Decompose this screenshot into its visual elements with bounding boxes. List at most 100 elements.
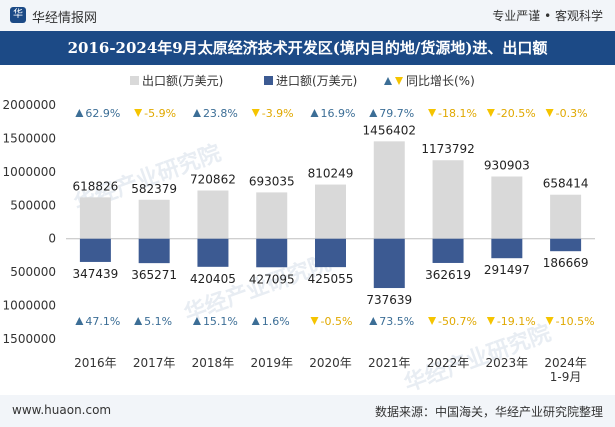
import-bar (197, 238, 229, 267)
export-value-label: 693035 (249, 174, 295, 188)
import-growth-label: -19.1% (497, 315, 536, 328)
x-tick-label: 2020年 (309, 356, 352, 370)
import-growth-label: -10.5% (556, 315, 595, 328)
export-value-label: 1456402 (363, 123, 416, 137)
export-bar (79, 197, 111, 239)
export-bar (197, 190, 229, 239)
growth-up-triangle-icon (134, 317, 143, 325)
growth-up-triangle-icon (75, 109, 84, 117)
import-value-label: 291497 (484, 263, 530, 277)
growth-down-triangle-icon (134, 109, 143, 117)
x-axis: 2016年 2017年 2018年 2019年 2020年 2021年 2022年 2023年… (74, 356, 587, 384)
y-tick-label: 500000 (10, 265, 56, 279)
growth-up-triangle-icon (192, 109, 201, 117)
import-value-label: 420405 (190, 272, 236, 286)
import-value-label: 365271 (131, 268, 177, 282)
title-bar: 2016-2024年9月太原经济技术开发区(境内目的地/货源地)进、出口额 (0, 31, 615, 65)
top-bar: 华 华经情报网 专业严谨 • 客观科学 (0, 0, 615, 31)
x-tick-label: 2017年 (133, 356, 176, 370)
slogan: 专业严谨 • 客观科学 (492, 9, 603, 23)
export-bar (138, 199, 170, 239)
export-bar (491, 176, 523, 239)
chart-title: 2016-2024年9月太原经济技术开发区(境内目的地/货源地)进、出口额 (67, 39, 548, 57)
import-bar (138, 238, 170, 264)
y-tick-label: 1000000 (3, 165, 56, 179)
export-growth-label: 62.9% (85, 107, 120, 120)
x-tick-label: 2023年 (486, 356, 529, 370)
footer-bar: www.huaon.com 数据来源：中国海关，华经产业研究院整理 (0, 395, 615, 427)
growth-layer: 62.9% 47.1% -5.9% 5.1% 23.8% 15.1% -3.9% 1.6% 16… (75, 107, 595, 328)
import-value-label: 347439 (72, 267, 118, 281)
data-source: 数据来源：中国海关，华经产业研究院整理 (374, 405, 603, 419)
export-value-label: 658414 (543, 177, 589, 191)
brand-name: 华经情报网 (32, 11, 98, 26)
x-tick-label: 2018年 (192, 356, 235, 370)
growth-down-triangle-icon (310, 317, 319, 325)
watermark-text: 华经产业研究院 (401, 320, 555, 395)
export-growth-label: -0.3% (556, 107, 588, 120)
growth-up-triangle-icon (251, 317, 260, 325)
x-tick-label: 2016年 (74, 356, 117, 370)
x-tick-label: 2021年 (368, 356, 411, 370)
legend-down-triangle-icon (395, 77, 403, 85)
export-bar (315, 184, 346, 239)
growth-up-triangle-icon (369, 109, 378, 117)
export-growth-label: 79.7% (379, 107, 414, 120)
bars-layer (79, 141, 582, 289)
export-bar (550, 194, 582, 239)
import-value-label: 186669 (543, 256, 589, 270)
export-bar (432, 160, 464, 239)
legend-export-swatch (130, 76, 139, 85)
import-value-label: 427095 (249, 272, 295, 286)
import-growth-label: 15.1% (203, 315, 238, 328)
import-growth-label: -0.5% (321, 315, 353, 328)
growth-down-triangle-icon (486, 109, 495, 117)
export-growth-label: 23.8% (203, 107, 238, 120)
growth-down-triangle-icon (251, 109, 260, 117)
legend-import-label: 进口额(万美元) (276, 74, 357, 88)
import-growth-label: 1.6% (262, 315, 290, 328)
import-bar (491, 238, 523, 259)
import-growth-label: 5.1% (144, 315, 172, 328)
y-tick-label: 1000000 (3, 299, 56, 313)
export-growth-label: -3.9% (262, 107, 294, 120)
growth-down-triangle-icon (428, 109, 437, 117)
legend-export-label: 出口额(万美元) (142, 74, 223, 88)
brand-logo-icon: 华 (10, 7, 26, 23)
growth-up-triangle-icon (75, 317, 84, 325)
export-bar (256, 192, 288, 239)
import-growth-label: 73.5% (379, 315, 414, 328)
export-value-label: 618826 (72, 179, 118, 193)
export-value-label: 720862 (190, 173, 236, 187)
export-value-label: 1173792 (421, 142, 474, 156)
growth-up-triangle-icon (310, 109, 319, 117)
x-tick-label: 1-9月 (550, 370, 582, 384)
y-tick-label: 1500000 (3, 332, 56, 346)
import-value-label: 425055 (308, 272, 354, 286)
website-link[interactable]: www.huaon.com (12, 403, 112, 417)
growth-down-triangle-icon (428, 317, 437, 325)
import-bar (432, 238, 464, 263)
export-value-label: 582379 (131, 182, 177, 196)
x-tick-label: 2024年 (544, 356, 587, 370)
import-bar (79, 238, 111, 262)
export-bar (373, 141, 405, 239)
growth-down-triangle-icon (545, 317, 554, 325)
growth-down-triangle-icon (545, 109, 554, 117)
legend: 出口额(万美元) 进口额(万美元) 同比增长(%) (130, 74, 475, 88)
export-growth-label: -20.5% (497, 107, 536, 120)
y-tick-label: 1500000 (3, 131, 56, 145)
legend-growth-label: 同比增长(%) (406, 74, 475, 88)
y-tick-label: 2000000 (3, 98, 56, 112)
import-bar (256, 238, 288, 268)
data-labels-layer: 618826 347439 582379 365271 720862 420405 6930… (72, 123, 588, 307)
export-growth-label: 16.9% (321, 107, 356, 120)
x-tick-label: 2022年 (427, 356, 470, 370)
import-value-label: 362619 (425, 268, 471, 282)
import-growth-label: 47.1% (85, 315, 120, 328)
import-value-label: 737639 (366, 293, 412, 307)
import-bar (550, 238, 582, 252)
export-value-label: 930903 (484, 158, 530, 172)
